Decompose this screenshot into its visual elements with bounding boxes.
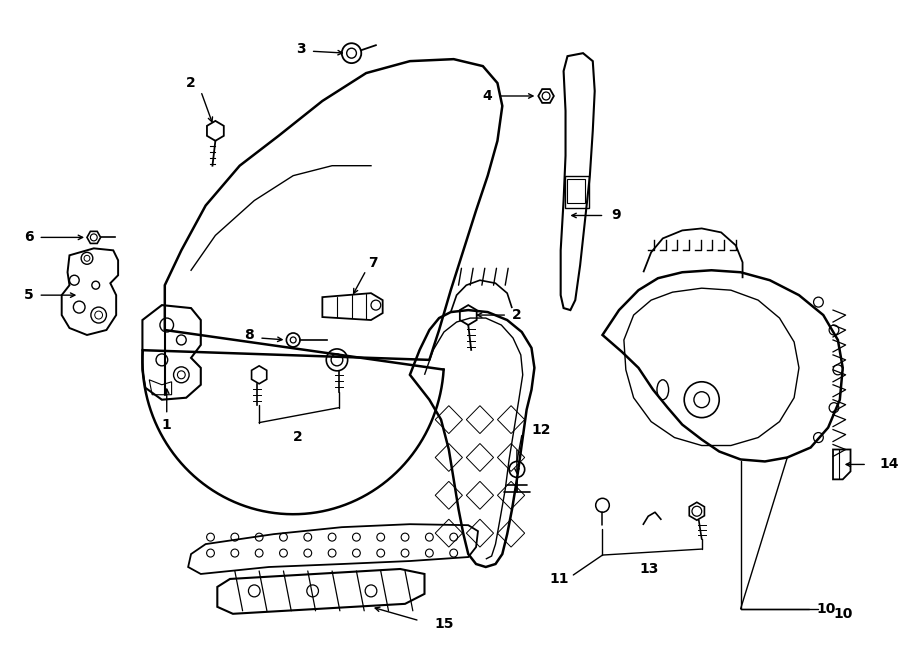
Text: 3: 3 [296, 42, 306, 56]
Text: 2: 2 [512, 308, 522, 322]
Text: 2: 2 [293, 430, 303, 444]
Text: 7: 7 [368, 256, 378, 270]
Text: 5: 5 [23, 288, 33, 302]
Text: 2: 2 [186, 76, 196, 90]
Text: 15: 15 [434, 617, 454, 631]
Text: 13: 13 [640, 562, 659, 576]
Text: 4: 4 [482, 89, 492, 103]
Bar [568, 178, 585, 202]
Text: 9: 9 [611, 208, 621, 223]
Text: 10: 10 [816, 602, 836, 616]
Text: 1: 1 [162, 418, 172, 432]
Text: 14: 14 [879, 457, 899, 471]
Bar [564, 176, 589, 208]
Text: 11: 11 [549, 572, 569, 586]
Text: 6: 6 [23, 231, 33, 245]
Text: 8: 8 [245, 328, 255, 342]
Text: 10: 10 [833, 607, 852, 621]
Text: 12: 12 [532, 422, 551, 436]
